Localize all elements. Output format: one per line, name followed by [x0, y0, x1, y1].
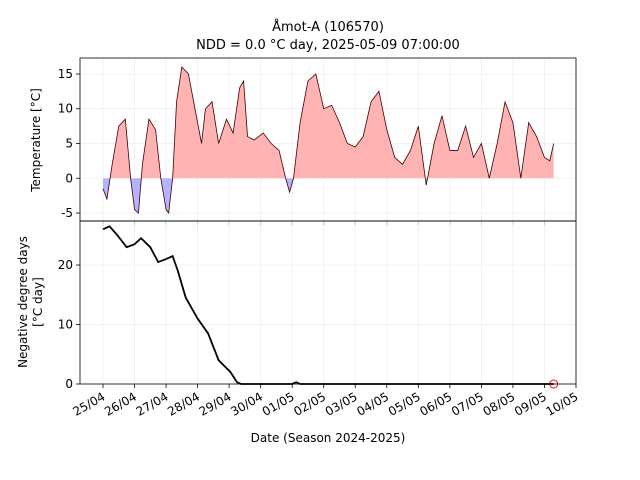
x-tick-label: 06/05 [417, 389, 454, 418]
ndd-line [102, 225, 554, 385]
temperature-line [102, 66, 555, 215]
y-axis-label: Negative degree days [16, 236, 30, 368]
positive-area [110, 67, 554, 179]
x-tick-label: 05/05 [386, 389, 423, 418]
x-tick-label: 02/05 [291, 389, 328, 418]
y-tick-label: 10 [58, 318, 73, 332]
x-tick-label: 04/05 [354, 389, 391, 418]
axes-frame [79, 220, 577, 385]
y-tick-label: 20 [58, 258, 73, 272]
y-tick-label: 15 [58, 67, 73, 81]
x-tick-label: 08/05 [480, 389, 517, 418]
x-tick-label: 07/05 [449, 389, 486, 418]
x-tick-label: 03/05 [323, 389, 360, 418]
x-tick-label: 26/04 [102, 389, 139, 418]
x-tick-label: 10/05 [544, 389, 581, 418]
y-tick-label: 10 [58, 102, 73, 116]
x-tick-label: 01/05 [260, 389, 297, 418]
x-tick-label: 25/04 [71, 389, 108, 418]
x-axis-label: Date (Season 2024-2025) [251, 431, 406, 445]
x-tick-label: 30/04 [228, 389, 265, 418]
x-tick-label: 28/04 [165, 389, 202, 418]
subtitle: NDD = 0.0 °C day, 2025-05-09 07:00:00 [196, 38, 460, 53]
y-tick-label: 5 [65, 136, 73, 150]
y-axis-label: Temperature [°C] [29, 88, 43, 193]
y-tick-label: 0 [65, 171, 73, 185]
y-axis-label: [°C day] [31, 277, 45, 327]
title: Åmot-A (106570) [272, 19, 384, 35]
x-tick-label: 29/04 [197, 389, 234, 418]
x-tick-label: 09/05 [512, 389, 549, 418]
y-tick-label: -5 [61, 206, 73, 220]
x-tick-label: 27/04 [134, 389, 171, 418]
y-tick-label: 0 [65, 377, 73, 391]
plot-area: -505101525/0426/0427/0428/0429/0430/0401… [58, 58, 581, 419]
